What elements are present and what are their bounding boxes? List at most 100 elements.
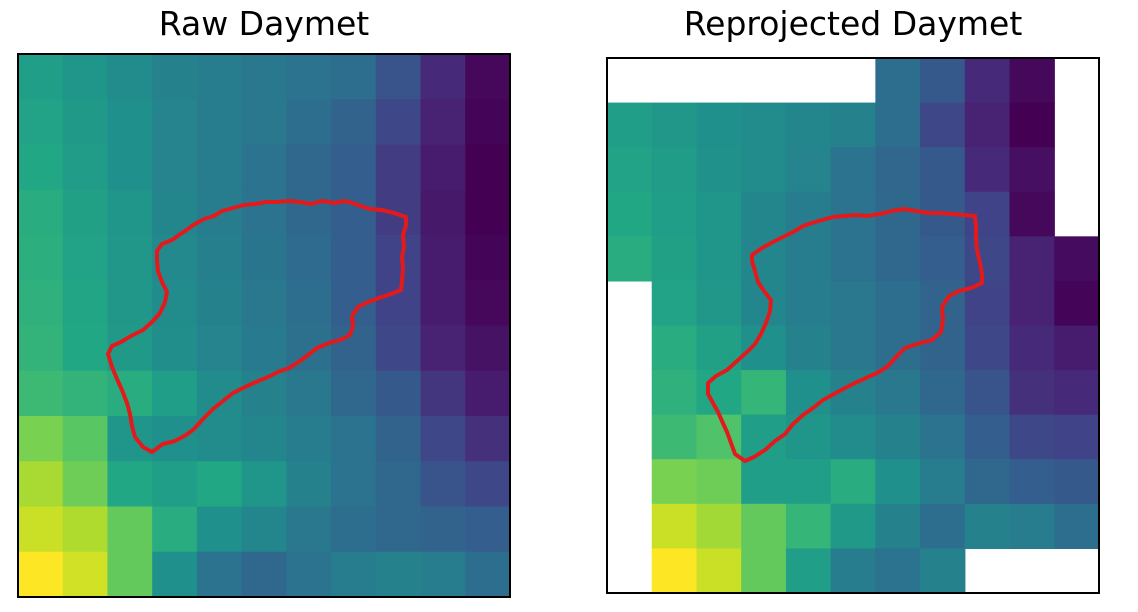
heatmap-cell	[286, 506, 332, 553]
heatmap-cell	[286, 144, 332, 191]
heatmap-cell	[920, 325, 966, 371]
heatmap-cell	[651, 102, 698, 148]
heatmap-cell	[18, 461, 64, 508]
heatmap-cell	[785, 147, 832, 193]
heatmap-cell	[465, 551, 511, 598]
heatmap-cell	[107, 235, 153, 281]
heatmap-cell	[331, 144, 377, 191]
heatmap-cell	[286, 461, 332, 508]
heatmap-cell	[875, 548, 921, 594]
heatmap-cell	[785, 325, 832, 371]
heatmap-cell	[920, 147, 966, 193]
heatmap-cell	[196, 506, 243, 553]
heatmap-cell	[830, 325, 876, 371]
heatmap-cell	[741, 370, 787, 416]
heatmap-cell	[696, 370, 742, 416]
heatmap-cell	[875, 459, 921, 505]
heatmap-cell	[465, 54, 511, 100]
heatmap-cell	[696, 102, 742, 148]
heatmap-cell	[152, 99, 198, 146]
heatmap-cell	[741, 147, 787, 193]
chart-title-raw: Raw Daymet	[158, 4, 370, 43]
heatmap-cell	[1054, 503, 1100, 550]
heatmap-cell	[241, 280, 287, 327]
heatmap-cell	[375, 325, 422, 372]
heatmap-cell	[830, 102, 876, 148]
heatmap-cell	[1009, 414, 1055, 460]
heatmap-cell	[465, 144, 511, 191]
heatmap-cell	[465, 189, 511, 236]
heatmap-cell	[741, 102, 787, 148]
heatmap-cell	[1054, 236, 1100, 282]
heatmap-cell	[964, 414, 1011, 460]
heatmap-cell	[62, 99, 109, 146]
heatmap-cell	[196, 551, 243, 598]
heatmap-cell	[785, 102, 832, 148]
heatmap-cell	[286, 99, 332, 146]
heatmap-cell	[920, 414, 966, 460]
heatmap-cell	[465, 461, 511, 508]
heatmap-cell	[1009, 147, 1055, 193]
heatmap-cell	[920, 58, 966, 104]
heatmap-cell	[830, 236, 876, 282]
heatmap-cell	[241, 189, 287, 236]
heatmap-cell	[286, 280, 332, 327]
heatmap-cell	[465, 416, 511, 462]
heatmap-cell	[964, 503, 1011, 550]
heatmap-cell	[375, 416, 422, 462]
heatmap-cell	[607, 236, 653, 282]
heatmap-cell	[152, 54, 198, 100]
heatmap-cell	[62, 416, 109, 462]
heatmap-cell	[375, 144, 422, 191]
heatmap-cell	[964, 102, 1011, 148]
heatmap-cell	[196, 461, 243, 508]
heatmap-cell	[196, 416, 243, 462]
heatmap-cell	[331, 189, 377, 236]
heatmap-cell	[696, 191, 742, 237]
heatmap-cell	[331, 506, 377, 553]
heatmap-cell	[875, 370, 921, 416]
heatmap-cell	[241, 54, 287, 100]
heatmap-cell	[331, 551, 377, 598]
heatmap-cell	[241, 416, 287, 462]
heatmap-cell	[18, 506, 64, 553]
heatmap-cell	[375, 280, 422, 327]
heatmap-cell	[420, 461, 466, 508]
heatmap-cell	[465, 506, 511, 553]
heatmap-cell	[18, 416, 64, 462]
heatmap-cell	[107, 551, 153, 598]
heatmap-cell	[875, 102, 921, 148]
heatmap-cell	[196, 235, 243, 281]
heatmap-cell	[875, 236, 921, 282]
heatmap-cell	[465, 99, 511, 146]
heatmap-cell	[920, 459, 966, 505]
heatmap-cell	[62, 325, 109, 372]
heatmap-cell	[62, 280, 109, 327]
heatmap-cell	[18, 99, 64, 146]
heatmap-cell	[830, 280, 876, 327]
heatmap-cell	[696, 147, 742, 193]
heatmap-cell	[107, 506, 153, 553]
heatmap-cell	[107, 325, 153, 372]
heatmap-cell	[152, 461, 198, 508]
heatmap-cell	[830, 147, 876, 193]
heatmap-cell	[196, 280, 243, 327]
heatmap-cell	[1009, 370, 1055, 416]
heatmap-cell	[1054, 280, 1100, 327]
heatmap-cell	[1009, 325, 1055, 371]
watershed-boundary-outline	[106, 199, 408, 454]
heatmap-cell	[1054, 370, 1100, 416]
heatmap-cell	[875, 503, 921, 550]
heatmap-cell	[964, 147, 1011, 193]
heatmap-cell	[1009, 280, 1055, 327]
heatmap-cell	[964, 58, 1011, 104]
chart-title-reprojected: Reprojected Daymet	[683, 4, 1023, 43]
heatmap-cell	[607, 147, 653, 193]
axes-frame	[17, 53, 511, 598]
heatmap-cell	[420, 189, 466, 236]
heatmap-cell	[875, 325, 921, 371]
heatmap-cell	[62, 235, 109, 281]
heatmap-cell	[1009, 191, 1055, 237]
heatmap-cell	[465, 370, 511, 417]
heatmap-cell	[875, 147, 921, 193]
